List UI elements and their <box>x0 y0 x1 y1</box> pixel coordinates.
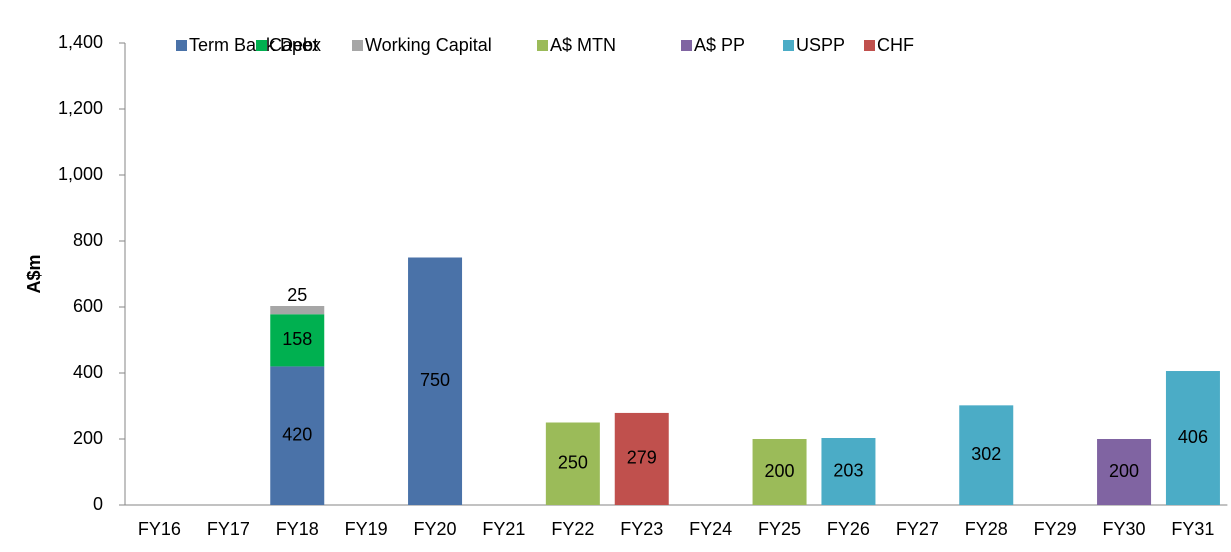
legend-swatch <box>783 40 794 51</box>
legend-label: Term Bank Debt <box>189 35 318 55</box>
y-tick-label: 200 <box>73 428 103 448</box>
legend-swatch <box>864 40 875 51</box>
bar-segment <box>614 412 669 505</box>
x-tick-label: FY25 <box>758 519 801 539</box>
data-label: 250 <box>558 453 588 473</box>
legend-label: CHF <box>877 35 914 55</box>
bar-segment <box>408 257 463 505</box>
x-tick-label: FY27 <box>896 519 939 539</box>
x-tick-label: FY23 <box>620 519 663 539</box>
y-tick-label: 1,400 <box>58 32 103 52</box>
y-tick-label: 800 <box>73 230 103 250</box>
legend-label: A$ PP <box>694 35 745 55</box>
x-tick-label: FY17 <box>207 519 250 539</box>
data-label: 279 <box>627 448 657 468</box>
legend-swatch <box>256 40 267 51</box>
bar-segment <box>270 366 325 505</box>
data-label: 25 <box>287 285 307 305</box>
data-label: 750 <box>420 370 450 390</box>
data-label: 302 <box>971 444 1001 464</box>
data-label: 420 <box>282 424 312 444</box>
y-tick-label: 600 <box>73 296 103 316</box>
data-label: 406 <box>1178 427 1208 447</box>
x-tick-label: FY22 <box>551 519 594 539</box>
x-tick-label: FY24 <box>689 519 732 539</box>
legend-label: Capex <box>269 35 321 55</box>
legend-swatch <box>537 40 548 51</box>
y-tick-label: 400 <box>73 362 103 382</box>
x-tick-label: FY26 <box>827 519 870 539</box>
bar-segment <box>752 439 807 505</box>
x-tick-label: FY18 <box>276 519 319 539</box>
data-label: 203 <box>833 460 863 480</box>
legend-label: A$ MTN <box>550 35 616 55</box>
legend-swatch <box>681 40 692 51</box>
y-axis-title: A$m <box>24 254 44 293</box>
x-tick-label: FY21 <box>482 519 525 539</box>
x-tick-label: FY29 <box>1034 519 1077 539</box>
legend-label: USPP <box>796 35 845 55</box>
legend-label: Working Capital <box>365 35 492 55</box>
y-tick-label: 0 <box>93 494 103 514</box>
bar-segment <box>1097 439 1152 505</box>
y-tick-label: 1,200 <box>58 98 103 118</box>
data-label: 200 <box>1109 461 1139 481</box>
bar-segment <box>821 438 876 505</box>
legend-swatch <box>352 40 363 51</box>
bar-segment <box>1165 371 1220 505</box>
x-tick-label: FY20 <box>414 519 457 539</box>
data-label: 158 <box>282 329 312 349</box>
y-tick-label: 1,000 <box>58 164 103 184</box>
bar-segment <box>270 306 325 315</box>
legend-swatch <box>176 40 187 51</box>
bar-segment <box>545 422 600 505</box>
x-tick-label: FY19 <box>345 519 388 539</box>
bar-segment <box>959 405 1014 505</box>
x-tick-label: FY31 <box>1171 519 1214 539</box>
bar-segment <box>270 314 325 367</box>
x-tick-label: FY16 <box>138 519 181 539</box>
x-tick-label: FY28 <box>965 519 1008 539</box>
x-tick-label: FY30 <box>1103 519 1146 539</box>
data-label: 200 <box>765 461 795 481</box>
